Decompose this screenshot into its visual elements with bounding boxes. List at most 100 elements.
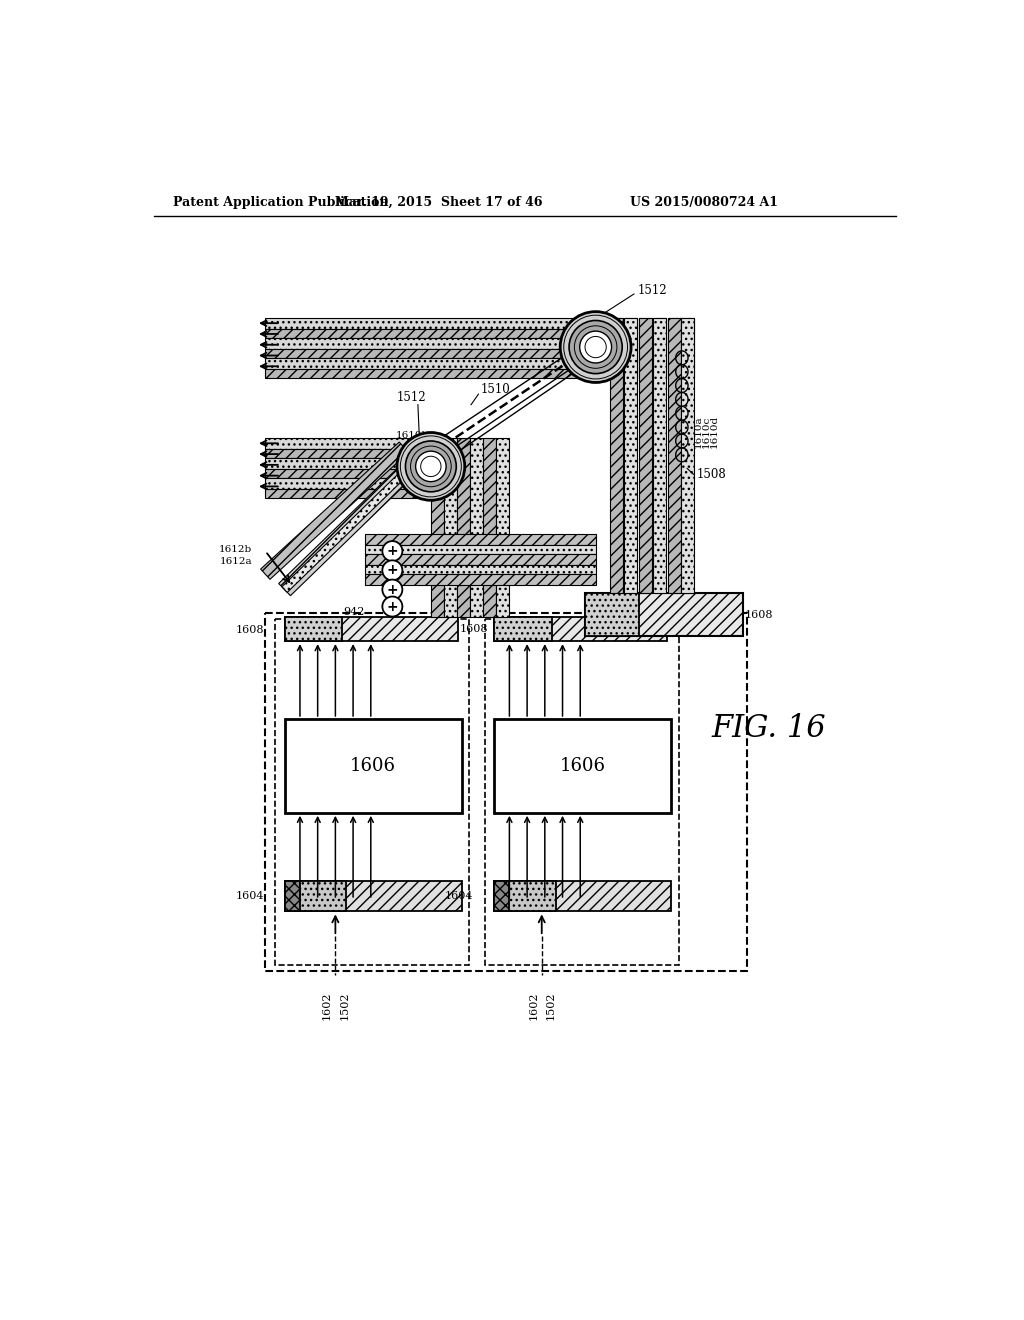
Text: 1606: 1606: [559, 756, 605, 775]
Bar: [444, 438, 457, 616]
Text: 1608: 1608: [236, 624, 264, 635]
Circle shape: [382, 560, 402, 581]
Circle shape: [569, 321, 623, 374]
Text: +: +: [386, 599, 398, 614]
Bar: [431, 348, 611, 358]
Bar: [366, 565, 596, 574]
Bar: [265, 458, 432, 469]
Bar: [639, 318, 652, 378]
Bar: [366, 574, 596, 585]
Text: 1508: 1508: [696, 467, 726, 480]
Bar: [681, 318, 694, 378]
Bar: [483, 438, 497, 616]
Bar: [265, 358, 587, 368]
Bar: [639, 318, 652, 594]
Bar: [366, 545, 596, 554]
Bar: [625, 318, 637, 378]
Text: 1512: 1512: [396, 391, 426, 404]
Bar: [285, 616, 458, 642]
Bar: [265, 438, 432, 449]
Bar: [494, 880, 671, 911]
Bar: [494, 616, 552, 642]
Circle shape: [382, 541, 402, 561]
Bar: [265, 478, 432, 488]
Polygon shape: [279, 457, 421, 595]
Text: 1604: 1604: [236, 891, 264, 902]
Bar: [431, 338, 611, 348]
Bar: [265, 469, 432, 478]
Bar: [681, 318, 694, 594]
Text: 1502: 1502: [546, 991, 556, 1020]
Bar: [265, 612, 746, 970]
Bar: [366, 535, 596, 545]
Text: 1610b: 1610b: [396, 432, 429, 440]
Bar: [265, 329, 587, 338]
Text: Mar. 19, 2015  Sheet 17 of 46: Mar. 19, 2015 Sheet 17 of 46: [335, 195, 543, 209]
Text: 1602: 1602: [528, 991, 539, 1020]
Bar: [497, 438, 509, 616]
Circle shape: [406, 441, 457, 492]
Text: +: +: [386, 564, 398, 577]
Bar: [653, 318, 667, 378]
Bar: [431, 318, 611, 327]
Bar: [265, 338, 587, 348]
Text: 1612b: 1612b: [219, 545, 252, 554]
Circle shape: [560, 312, 631, 383]
Text: US 2015/0080724 A1: US 2015/0080724 A1: [630, 195, 777, 209]
Polygon shape: [282, 459, 418, 593]
Bar: [457, 438, 470, 616]
Bar: [609, 318, 623, 594]
Bar: [285, 880, 300, 911]
Text: 1604: 1604: [444, 891, 473, 902]
Bar: [285, 880, 462, 911]
Text: 1510: 1510: [481, 383, 511, 396]
Bar: [484, 619, 679, 965]
Bar: [275, 619, 469, 965]
Bar: [431, 368, 611, 378]
Bar: [470, 438, 483, 616]
Bar: [431, 327, 611, 338]
Bar: [265, 348, 587, 358]
Bar: [585, 594, 639, 636]
Circle shape: [382, 597, 402, 616]
Text: 1610c: 1610c: [701, 416, 711, 447]
Bar: [668, 318, 681, 594]
Text: +: +: [386, 582, 398, 597]
Text: 1512: 1512: [637, 284, 667, 297]
Text: 1608: 1608: [745, 610, 773, 620]
Text: FIG. 16: FIG. 16: [712, 713, 826, 743]
Circle shape: [580, 331, 611, 363]
Bar: [285, 719, 462, 813]
Bar: [668, 318, 681, 378]
Bar: [494, 880, 509, 911]
Bar: [609, 318, 623, 378]
Bar: [265, 488, 432, 498]
Bar: [494, 880, 556, 911]
Bar: [285, 616, 342, 642]
Text: Patent Application Publication: Patent Application Publication: [173, 195, 388, 209]
Text: 1610a: 1610a: [694, 416, 703, 447]
Bar: [431, 438, 444, 616]
Bar: [265, 449, 432, 458]
Text: 1502: 1502: [340, 991, 349, 1020]
Bar: [265, 368, 587, 378]
Bar: [366, 554, 596, 565]
Text: +: +: [386, 544, 398, 558]
Bar: [431, 358, 611, 368]
Bar: [265, 318, 587, 329]
Circle shape: [416, 451, 446, 482]
Bar: [285, 880, 346, 911]
Text: 1602: 1602: [322, 991, 332, 1020]
Circle shape: [382, 579, 402, 599]
Bar: [494, 616, 668, 642]
Text: 1608: 1608: [460, 624, 488, 634]
Text: 1610d: 1610d: [710, 416, 719, 449]
Bar: [585, 594, 742, 636]
Text: 942: 942: [343, 607, 365, 616]
Polygon shape: [261, 442, 409, 579]
Text: 1612a: 1612a: [219, 557, 252, 566]
Bar: [625, 318, 637, 594]
Bar: [653, 318, 667, 594]
Circle shape: [397, 433, 465, 500]
Bar: [494, 719, 671, 813]
